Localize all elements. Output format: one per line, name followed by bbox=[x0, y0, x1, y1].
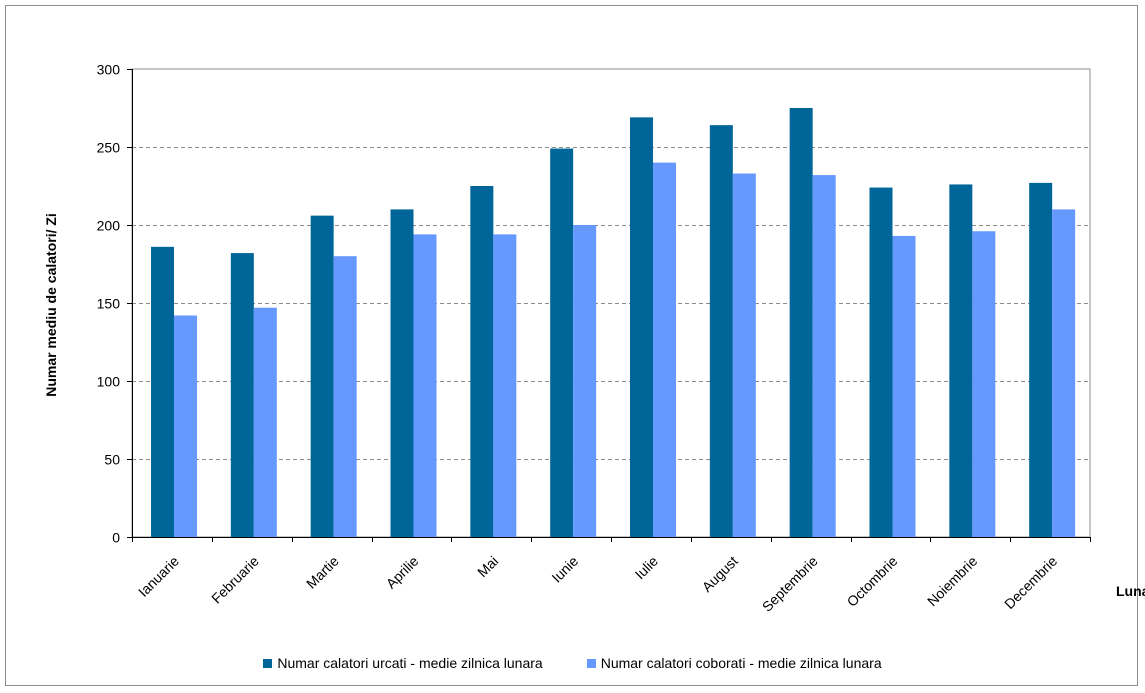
x-tick-label: Mai bbox=[474, 553, 501, 580]
y-tick-label: 100 bbox=[97, 374, 121, 390]
bars-layer bbox=[151, 108, 1076, 538]
bar-coborati bbox=[653, 162, 676, 537]
legend-item-urcati[interactable]: Numar calatori urcati - medie zilnica lu… bbox=[263, 655, 543, 671]
bar-urcati bbox=[869, 187, 893, 537]
bar-coborati bbox=[892, 235, 916, 538]
bar-urcati bbox=[1029, 182, 1053, 537]
legend-swatch-urcati bbox=[263, 658, 273, 668]
x-tick-label: Februarie bbox=[208, 553, 262, 607]
x-tick-label: Aprilie bbox=[383, 553, 422, 592]
axes-layer bbox=[127, 69, 1091, 542]
legend-label-urcati: Numar calatori urcati - medie zilnica lu… bbox=[277, 655, 543, 671]
legend-item-coborati[interactable]: Numar calatori coborati - medie zilnica … bbox=[586, 655, 882, 671]
bar-urcati bbox=[310, 215, 334, 537]
x-tick-label: Noiembrie bbox=[924, 553, 981, 610]
legend-swatch-coborati bbox=[586, 658, 596, 668]
x-tick-label: Octombrie bbox=[844, 553, 901, 610]
x-tick-label: August bbox=[699, 553, 741, 595]
x-axis-title: Luna bbox=[1116, 583, 1145, 599]
y-axis-title: Numar mediu de calatori/ Zi bbox=[43, 213, 59, 397]
x-tick-label: Ianuarie bbox=[135, 553, 182, 600]
x-tick-label: Iunie bbox=[548, 553, 581, 586]
bar-urcati bbox=[709, 125, 733, 537]
bar-coborati bbox=[732, 173, 756, 537]
bar-coborati bbox=[972, 231, 996, 538]
x-tick-label: Martie bbox=[303, 553, 342, 592]
bar-coborati bbox=[413, 234, 437, 538]
bar-coborati bbox=[333, 256, 357, 537]
y-tick-label: 0 bbox=[112, 530, 120, 546]
x-tick-label: Decembrie bbox=[1001, 553, 1060, 612]
bar-urcati bbox=[789, 108, 813, 537]
bar-coborati bbox=[1052, 209, 1076, 537]
bar-urcati bbox=[151, 246, 174, 537]
bar-urcati bbox=[550, 148, 574, 537]
y-tick-label: 50 bbox=[104, 452, 120, 468]
legend-label-coborati: Numar calatori coborati - medie zilnica … bbox=[600, 655, 882, 671]
bar-urcati bbox=[390, 209, 414, 537]
bar-coborati bbox=[253, 307, 277, 537]
legend: Numar calatori urcati - medie zilnica lu… bbox=[0, 655, 1145, 671]
x-tick-label: Iulie bbox=[632, 553, 662, 583]
bar-coborati bbox=[573, 225, 597, 537]
bar-chart: 0 50 100 150 200 250 300 Ianuarie Februarie Marti… bbox=[43, 62, 1145, 615]
bar-urcati bbox=[630, 117, 653, 538]
bar-coborati bbox=[493, 234, 517, 538]
bar-coborati bbox=[174, 315, 197, 537]
x-tick-label: Septembrie bbox=[759, 553, 821, 615]
bar-urcati bbox=[949, 184, 973, 537]
bar-coborati bbox=[812, 175, 836, 537]
y-tick-label: 150 bbox=[97, 296, 121, 312]
bar-urcati bbox=[470, 186, 494, 537]
y-tick-label: 300 bbox=[97, 62, 121, 78]
y-tick-label: 200 bbox=[97, 218, 121, 234]
bar-urcati bbox=[230, 253, 254, 537]
y-tick-label: 250 bbox=[97, 140, 121, 156]
